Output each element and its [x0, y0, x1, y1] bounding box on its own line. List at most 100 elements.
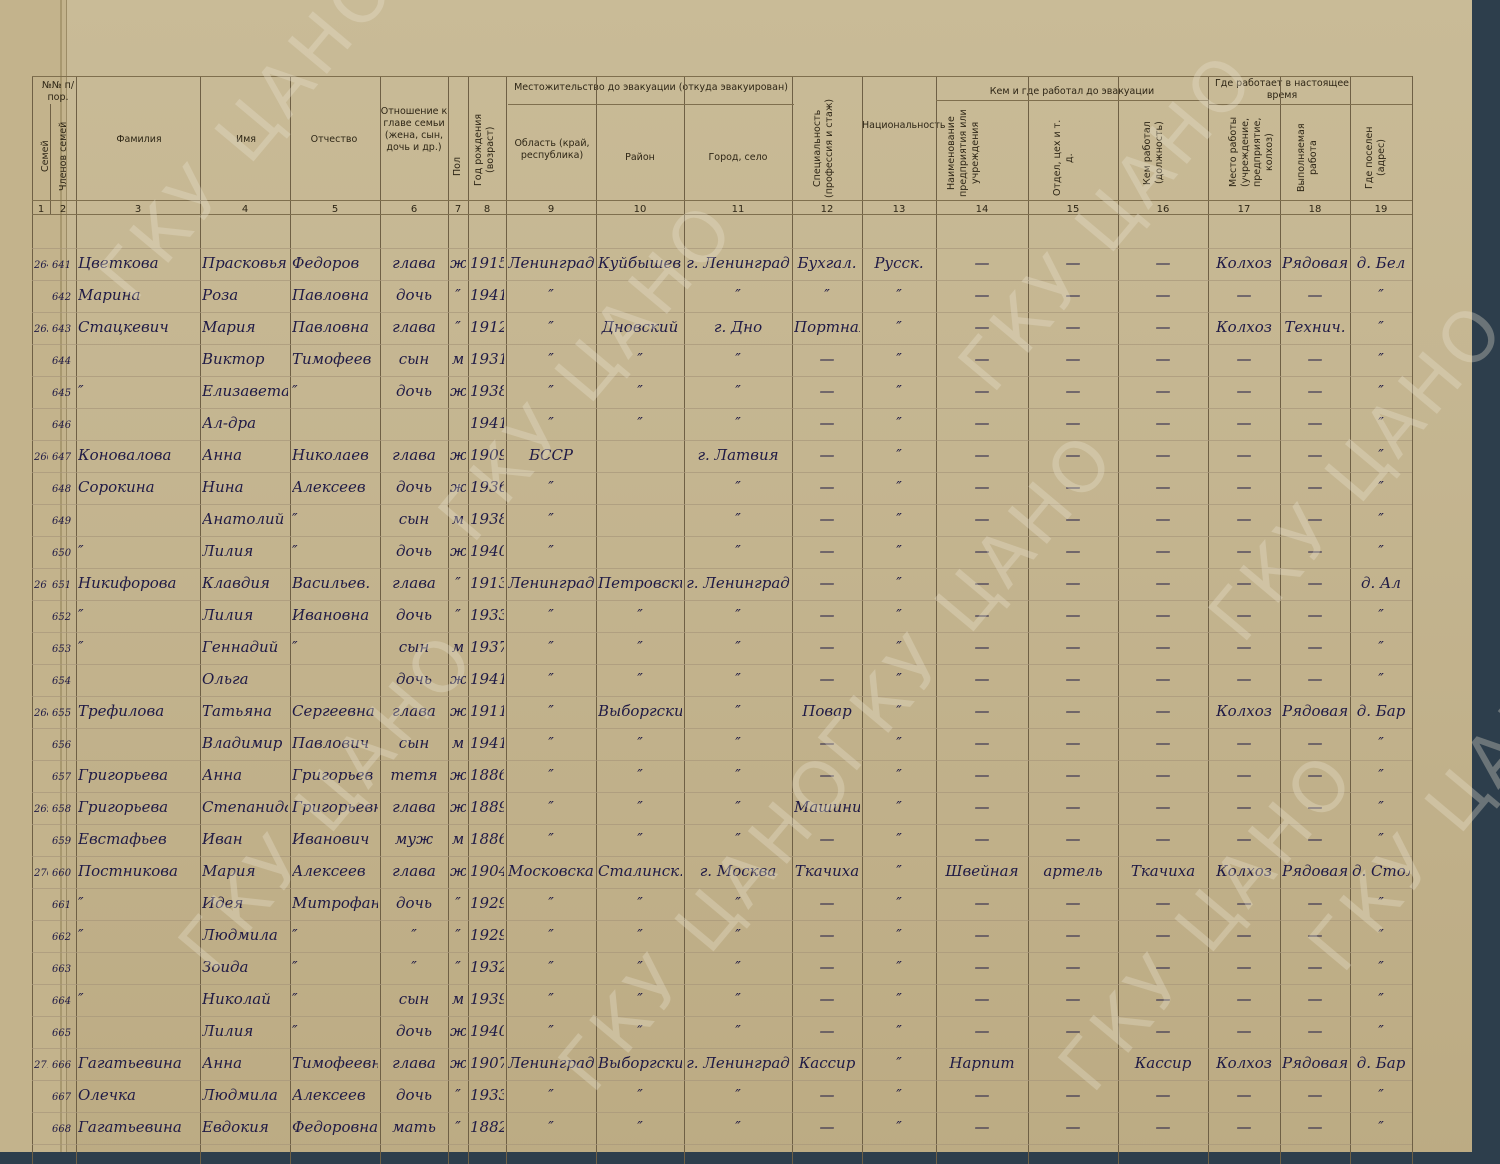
column-number: 11	[731, 204, 745, 215]
cell-job: Рядовая	[1282, 862, 1348, 880]
cell-spec: —	[819, 1086, 835, 1104]
cell-year: 1941	[470, 286, 504, 304]
cell-dept: —	[1065, 702, 1081, 720]
cell-work: —	[1236, 510, 1252, 528]
cell-addr: д. Стол	[1352, 862, 1410, 880]
cell-dept: —	[1065, 670, 1081, 688]
cell-name: Прасковья	[202, 254, 287, 272]
cell-work: —	[1236, 382, 1252, 400]
cell-spec: —	[819, 1118, 835, 1136]
cell-nat: ″	[896, 894, 902, 912]
cell-spec: —	[819, 990, 835, 1008]
row-rule	[32, 792, 1412, 793]
cell-addr: ″	[1378, 830, 1384, 848]
cell-name: Евдокия	[202, 1118, 269, 1136]
cell-ent: —	[974, 702, 990, 720]
cell-nat: ″	[896, 350, 902, 368]
cell-name: Зоида	[202, 958, 249, 976]
cell-work: Колхоз	[1216, 254, 1272, 272]
cell-city: ″	[735, 414, 741, 432]
cell-year: 1941	[470, 734, 504, 752]
cell-spec: —	[819, 382, 835, 400]
cell-city: г. Латвия	[697, 446, 779, 464]
header-family-number: Семей	[40, 140, 51, 172]
row-rule	[32, 280, 1412, 281]
cell-district: ″	[637, 798, 643, 816]
cell-dept: —	[1065, 478, 1081, 496]
column-rule	[290, 76, 291, 1164]
cell-nat: ″	[896, 798, 902, 816]
cell-job: —	[1307, 798, 1323, 816]
column-rule	[1118, 76, 1119, 1164]
cell-sex: ж	[450, 254, 466, 272]
cell-region: ″	[548, 510, 554, 528]
cell-city: ″	[735, 1118, 741, 1136]
cell-district: ″	[637, 734, 643, 752]
cell-job: —	[1307, 510, 1323, 528]
cell-name: Нина	[202, 478, 244, 496]
cell-mem: 651	[52, 580, 72, 591]
cell-mem: 648	[52, 484, 72, 495]
cell-nat: ″	[896, 958, 902, 976]
cell-ent: —	[974, 254, 990, 272]
cell-name: Ольга	[202, 670, 249, 688]
cell-mem: 668	[52, 1124, 72, 1135]
cell-nat: ″	[896, 318, 902, 336]
cell-ent: Швейная	[945, 862, 1019, 880]
cell-patr: Алексеев	[292, 1086, 366, 1104]
row-rule	[32, 632, 1412, 633]
cell-sex: ″	[455, 318, 461, 336]
cell-work: Колхоз	[1216, 1054, 1272, 1072]
cell-nat: ″	[896, 830, 902, 848]
row-rule	[32, 696, 1412, 697]
cell-mem: 663	[52, 964, 72, 975]
header-district: Район	[625, 152, 655, 163]
header-rule	[508, 104, 794, 105]
cell-spec: —	[819, 414, 835, 432]
cell-job: —	[1307, 574, 1323, 592]
cell-region: Ленинград.	[508, 574, 594, 592]
cell-surname: Сорокина	[78, 478, 155, 496]
cell-name: Роза	[202, 286, 239, 304]
cell-ent: —	[974, 894, 990, 912]
column-rule	[50, 104, 51, 214]
cell-surname: ″	[78, 542, 84, 560]
cell-surname: Никифорова	[78, 574, 177, 592]
cell-spec: —	[819, 446, 835, 464]
cell-job: —	[1307, 990, 1323, 1008]
column-rule	[684, 76, 685, 1164]
cell-district: ″	[637, 1022, 643, 1040]
cell-job: Технич.	[1284, 318, 1346, 336]
cell-year: 1941	[470, 414, 504, 432]
cell-name: Идея	[202, 894, 244, 912]
header-specialty: Специальность (профессия и стаж)	[812, 98, 835, 198]
cell-sex: м	[451, 638, 465, 656]
cell-surname: Григорьева	[78, 798, 169, 816]
cell-region: Московская	[508, 862, 594, 880]
cell-sex: ″	[455, 926, 461, 944]
cell-fam: 270	[34, 868, 48, 879]
cell-year: 1937	[470, 638, 504, 656]
cell-spec: —	[819, 542, 835, 560]
cell-nat: ″	[896, 606, 902, 624]
cell-patr: Васильев.	[292, 574, 371, 592]
cell-spec: Бухгал.	[797, 254, 857, 272]
column-number: 6	[410, 204, 418, 215]
cell-addr: ″	[1378, 734, 1384, 752]
cell-mem: 645	[52, 388, 72, 399]
cell-name: Анатолий	[202, 510, 285, 528]
row-rule	[32, 1048, 1412, 1049]
cell-district: Выборгский	[598, 1054, 682, 1072]
cell-rel: дочь	[395, 478, 433, 496]
cell-pos: —	[1155, 766, 1171, 784]
cell-year: 1904	[470, 862, 504, 880]
cell-district: Куйбышев.	[598, 254, 682, 272]
cell-region: ″	[548, 286, 554, 304]
cell-fam: 267	[34, 580, 48, 591]
cell-name: Лилия	[202, 1022, 254, 1040]
cell-patr: Алексеев	[292, 478, 366, 496]
header-member-number: Членов семей	[58, 121, 69, 191]
cell-district: Петровский	[598, 574, 682, 592]
cell-nat: ″	[896, 990, 902, 1008]
cell-sex: ж	[450, 542, 466, 560]
